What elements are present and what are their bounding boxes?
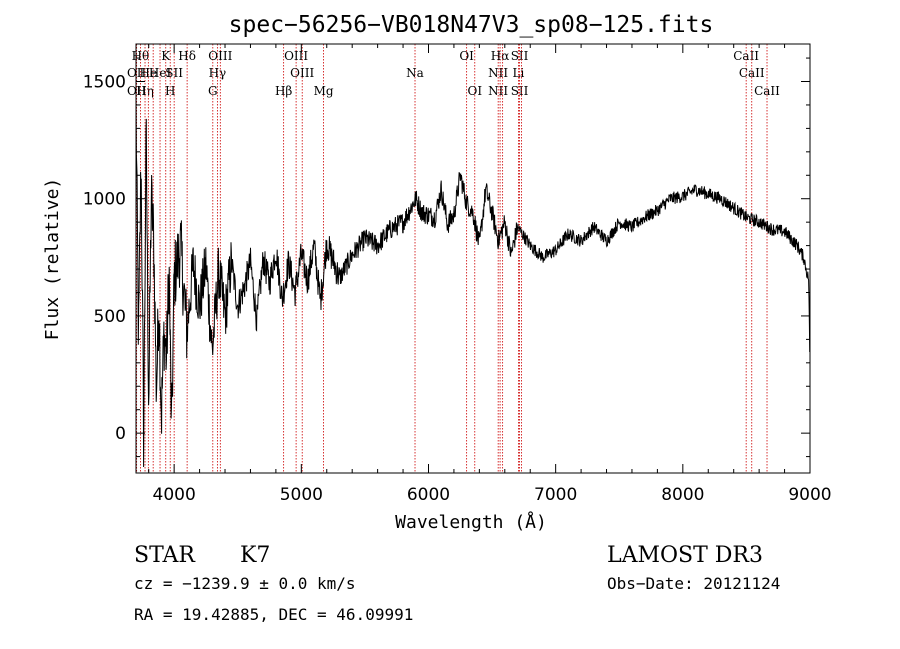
plot-frame bbox=[135, 43, 811, 474]
line-marker-label: OII bbox=[127, 66, 147, 80]
line-marker-label: SII bbox=[511, 49, 529, 63]
y-axis: 0 500 1000 1500 bbox=[83, 57, 810, 458]
line-marker-label: NII bbox=[488, 66, 508, 80]
line-marker-label: OII bbox=[127, 84, 147, 98]
line-marker-label: NII bbox=[488, 84, 508, 98]
line-marker-label: OI bbox=[467, 84, 482, 98]
line-marker-label: OI bbox=[459, 49, 474, 63]
y-tick-label: 500 bbox=[94, 307, 126, 327]
chart-title: spec−56256−VB018N47V3_sp08−125.fits bbox=[229, 12, 714, 38]
line-marker-label: Hβ bbox=[275, 84, 292, 98]
line-marker-label: G bbox=[208, 84, 218, 98]
y-tick-label: 0 bbox=[115, 424, 126, 444]
coordinates: RA = 19.42885, DEC = 46.09991 bbox=[134, 605, 413, 624]
line-marker-label: Na bbox=[406, 66, 424, 80]
line-marker-label: Hδ bbox=[178, 49, 196, 63]
obs-date: Obs−Date: 20121124 bbox=[607, 574, 780, 593]
y-tick-label: 1500 bbox=[83, 73, 126, 93]
x-tick-label: 4000 bbox=[153, 485, 196, 505]
object-class: STAR bbox=[134, 543, 196, 568]
x-tick-label: 9000 bbox=[788, 485, 831, 505]
line-marker-label: He bbox=[140, 66, 158, 80]
survey-name: LAMOST DR3 bbox=[607, 543, 763, 568]
y-tick-label: 1000 bbox=[83, 190, 126, 210]
line-marker-label: Mg bbox=[314, 84, 334, 98]
line-marker-label: OIII bbox=[290, 66, 314, 80]
x-tick-label: 8000 bbox=[661, 485, 704, 505]
line-marker-label: Hα bbox=[491, 49, 510, 63]
spectrum-series bbox=[135, 93, 811, 468]
line-marker-label: SII bbox=[165, 66, 183, 80]
line-marker-label: Li bbox=[512, 66, 524, 80]
spectrum-line bbox=[135, 93, 811, 468]
line-marker-label: CaII bbox=[739, 66, 765, 80]
y-axis-label: Flux (relative) bbox=[42, 178, 63, 341]
x-tick-label: 5000 bbox=[280, 485, 323, 505]
line-marker-label: SII bbox=[511, 84, 529, 98]
object-subclass: K7 bbox=[240, 543, 270, 568]
x-tick-label: 6000 bbox=[407, 485, 450, 505]
x-axis: 4000 5000 6000 7000 8000 9000 bbox=[148, 44, 832, 505]
line-marker-label: OIII bbox=[284, 49, 308, 63]
line-marker-label: K bbox=[161, 49, 171, 63]
line-markers: OIIOIIHθHηHeHeIKHSIIHδGHγOIIIHβOIIIOIIIM… bbox=[127, 44, 780, 473]
line-marker-label: Hγ bbox=[209, 66, 227, 80]
line-marker-label: CaII bbox=[733, 49, 759, 63]
line-marker-label: Hη bbox=[136, 84, 154, 98]
line-marker-label: H bbox=[165, 84, 175, 98]
line-marker-label: Hθ bbox=[132, 49, 150, 63]
redshift-cz: cz = −1239.9 ± 0.0 km/s bbox=[134, 574, 356, 593]
x-axis-label: Wavelength (Å) bbox=[395, 511, 547, 533]
x-tick-label: 7000 bbox=[534, 485, 577, 505]
line-marker-label: CaII bbox=[754, 84, 780, 98]
line-marker-label: OIII bbox=[208, 49, 232, 63]
